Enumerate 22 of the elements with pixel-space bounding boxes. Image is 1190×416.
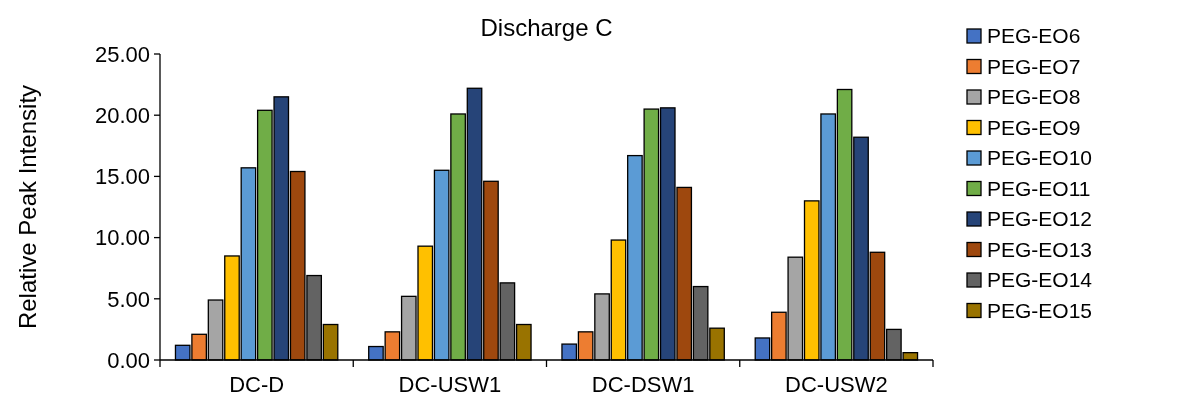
y-axis-title: Relative Peak Intensity <box>14 84 41 330</box>
y-tick-label: 15.00 <box>94 164 150 190</box>
y-tick-label: 20.00 <box>94 102 150 128</box>
legend-label: PEG-EO11 <box>987 176 1091 200</box>
legend-label: PEG-EO6 <box>987 24 1081 48</box>
legend-label: PEG-EO8 <box>987 85 1081 109</box>
legend-label: PEG-EO10 <box>987 146 1093 170</box>
y-tick-label: 5.00 <box>107 286 150 312</box>
chart-title: Discharge C <box>480 14 613 41</box>
legend-label: PEG-EO7 <box>987 54 1081 78</box>
y-tick-label: 10.00 <box>94 225 150 251</box>
x-tick-label: DC-USW2 <box>785 372 888 397</box>
x-tick-label: DC-DSW1 <box>591 372 695 397</box>
x-tick-label: DC-USW1 <box>398 372 502 397</box>
legend-label: PEG-EO9 <box>987 115 1081 139</box>
legend-label: PEG-EO15 <box>987 298 1093 322</box>
legend-label: PEG-EO14 <box>987 268 1093 292</box>
x-tick-label: DC-D <box>229 372 285 397</box>
y-tick-label: 25.00 <box>94 41 150 67</box>
legend-label: PEG-EO13 <box>987 237 1093 261</box>
legend-label: PEG-EO12 <box>987 207 1093 231</box>
y-tick-label: 0.00 <box>107 347 150 373</box>
